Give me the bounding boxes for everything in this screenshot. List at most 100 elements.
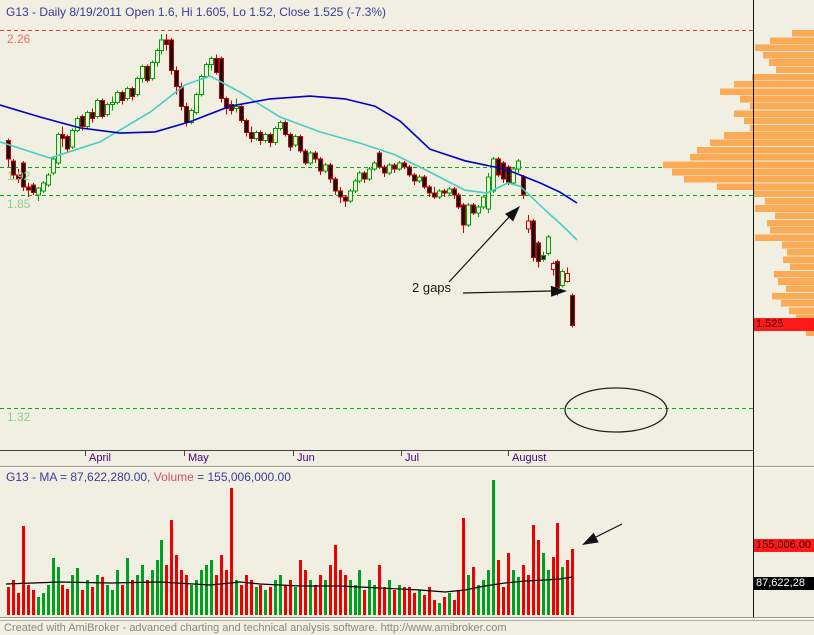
candle-body: [16, 174, 21, 180]
volume-bar: [185, 575, 188, 615]
month-label-jun: Jun: [297, 452, 315, 464]
volume-bar: [378, 565, 381, 615]
candle-body: [541, 254, 546, 260]
volume-bar: [76, 568, 79, 615]
volume-profile-bar: [770, 227, 814, 234]
candle-body: [164, 39, 169, 45]
volume-bar: [403, 587, 406, 615]
volume-bar: [66, 589, 69, 615]
candle-body: [338, 190, 343, 198]
volume-bar: [304, 570, 307, 615]
candle-body: [565, 272, 570, 282]
volume-bar: [418, 590, 421, 615]
volume-bar: [116, 570, 119, 615]
candle-body: [372, 162, 377, 170]
volume-bar: [61, 585, 64, 615]
level-label-2.26: 2.26: [7, 32, 31, 47]
candle-body: [382, 166, 387, 174]
volume-bar: [487, 570, 490, 615]
candle-body: [313, 152, 318, 160]
candle-body: [268, 134, 273, 144]
volume-bar: [264, 590, 267, 615]
volume-bar: [225, 570, 228, 615]
candle-body: [521, 176, 526, 196]
volume-profile-bar: [684, 176, 814, 183]
candle-body: [150, 61, 155, 79]
candle-body: [501, 162, 506, 180]
volume-profile-bar: [781, 300, 814, 307]
volume-bar: [344, 575, 347, 615]
volume-arrow-head[interactable]: [582, 532, 599, 545]
volume-bar: [210, 560, 213, 615]
volume-bar: [472, 567, 475, 615]
candle-body: [560, 270, 565, 286]
candle-body: [333, 178, 338, 192]
volume-profile-bar: [776, 66, 814, 74]
candle-body: [263, 134, 268, 142]
gap-arrow-right-head[interactable]: [550, 285, 567, 297]
volume-bar: [502, 587, 505, 615]
candle-body: [491, 158, 496, 192]
volume-bar: [462, 518, 465, 615]
volume-bar: [71, 575, 74, 615]
volume-bar: [398, 585, 401, 615]
volume-arrow-shaft[interactable]: [591, 523, 623, 540]
volume-profile-bar: [806, 329, 814, 336]
footer-credit: Created with AmiBroker - advanced charti…: [0, 620, 814, 635]
candle-body: [204, 63, 209, 77]
ellipse-annotation[interactable]: [564, 387, 668, 433]
volume-bar: [175, 555, 178, 615]
volume-bar: [294, 587, 297, 615]
gap-arrow-up-head[interactable]: [505, 206, 520, 222]
volume-profile-bar: [770, 37, 814, 44]
volume-profile-bar: [750, 124, 814, 132]
volume-bar: [37, 597, 40, 615]
candle-body: [407, 166, 412, 176]
candle-body: [427, 186, 432, 194]
volume-profile-bar: [734, 81, 814, 88]
candle-body: [115, 91, 120, 104]
volume-bar: [467, 575, 470, 615]
volume-profile-bar: [786, 285, 814, 293]
volume-bar: [552, 557, 555, 615]
volume-ma-title-text: G13 - MA = 87,622,280.00,: [6, 470, 154, 484]
candle-body: [11, 160, 16, 176]
volume-bar: [477, 585, 480, 615]
price-pane-title: G13 - Daily 8/19/2011 Open 1.6, Hi 1.605…: [6, 5, 387, 19]
month-label-may: May: [188, 452, 209, 464]
candle-body: [536, 242, 541, 262]
volume-bar: [205, 565, 208, 615]
volume-bar: [81, 590, 84, 615]
candle-body: [432, 192, 437, 198]
candle-body: [155, 49, 160, 63]
volume-profile-bar: [787, 249, 814, 256]
level-label-1.92: 1.92: [7, 168, 31, 183]
volume-bar: [165, 565, 168, 615]
volume-bar: [413, 593, 416, 615]
volume-bar: [492, 480, 495, 615]
gap-arrow-up-shaft[interactable]: [448, 214, 512, 283]
candle-body: [130, 87, 135, 98]
volume-bar: [12, 580, 15, 615]
volume-bar: [57, 567, 60, 615]
slow-ma-line: [0, 95, 578, 204]
candle-body: [70, 130, 75, 148]
candles-layer: [6, 34, 575, 328]
volume-profile-bar: [769, 59, 814, 66]
candle-body: [511, 168, 516, 184]
volume-bar: [279, 575, 282, 615]
volume-bar: [314, 585, 317, 615]
gaps-annotation-label[interactable]: 2 gaps: [412, 280, 452, 295]
volume-profile-bar: [763, 51, 814, 59]
candle-body: [179, 85, 184, 108]
volume-bar: [195, 580, 198, 615]
volume-profile-bar: [752, 73, 814, 81]
candle-body: [471, 204, 476, 214]
volume-bar: [433, 600, 436, 615]
volume-bar: [324, 580, 327, 615]
volume-profile-bar: [792, 30, 814, 37]
candle-body: [51, 158, 56, 174]
volume-bar: [354, 585, 357, 615]
gap-arrow-right-shaft[interactable]: [462, 290, 552, 294]
